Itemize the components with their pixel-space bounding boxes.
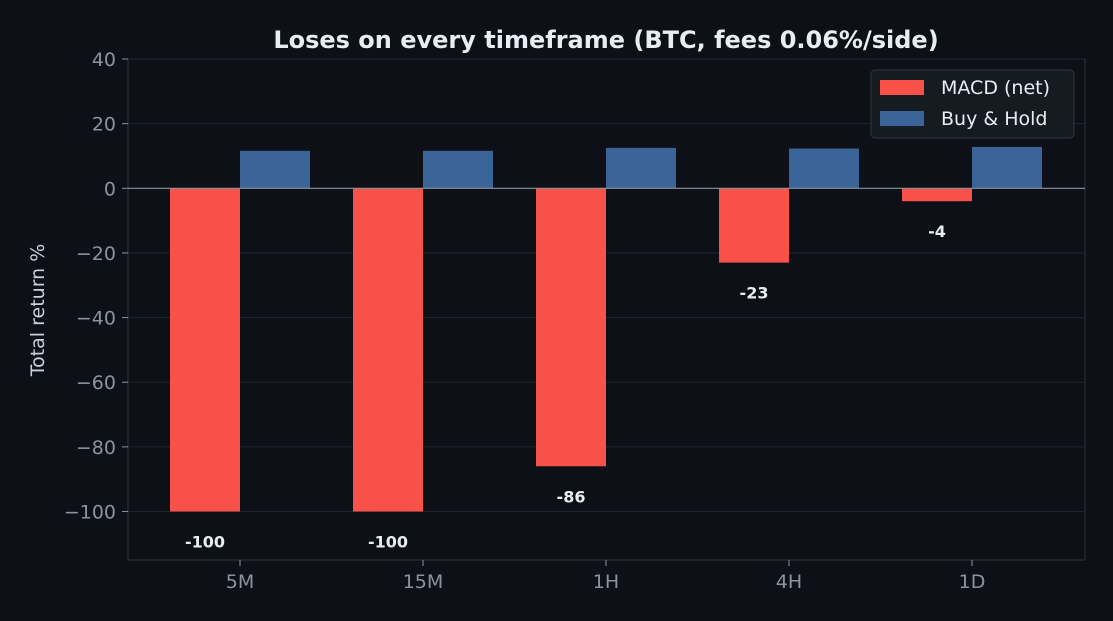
data-label: -23 [740, 284, 769, 303]
y-tick-label: −20 [76, 243, 116, 265]
y-tick-label: 20 [92, 114, 116, 136]
data-label: -100 [185, 533, 225, 552]
y-tick-label: 0 [104, 178, 116, 200]
y-axis: 40 20 0 −20 −40 −60 −80 −100 [64, 49, 128, 524]
bar-macd [902, 188, 972, 202]
x-tick-label: 1D [959, 571, 986, 593]
data-label: -100 [368, 533, 408, 552]
bar-buy-hold [606, 147, 676, 189]
x-axis: 5M 15M 1H 4H 1D [226, 560, 986, 593]
plot-area [127, 58, 1086, 561]
y-axis-label: Total return % [27, 244, 49, 378]
y-tick-label: −60 [76, 372, 116, 394]
data-label: -86 [557, 487, 586, 506]
bars [170, 146, 1042, 512]
bar-buy-hold [972, 146, 1042, 189]
bar-macd [719, 188, 789, 263]
bar-buy-hold [240, 150, 310, 189]
legend-swatch-macd [880, 80, 924, 95]
bar-macd [353, 188, 423, 512]
x-tick-label: 5M [226, 571, 254, 593]
x-tick-label: 15M [403, 571, 444, 593]
legend-label-macd: MACD (net) [941, 77, 1050, 99]
bar-macd [170, 188, 240, 512]
legend: MACD (net) Buy & Hold [870, 69, 1075, 139]
data-label: -4 [928, 222, 946, 241]
legend-label-buy-hold: Buy & Hold [941, 108, 1047, 130]
x-tick-label: 1H [593, 571, 619, 593]
y-tick-label: −80 [76, 437, 116, 459]
chart-title: Loses on every timeframe (BTC, fees 0.06… [273, 26, 938, 54]
legend-swatch-buy-hold [880, 111, 924, 126]
bar-macd [536, 188, 606, 467]
bar-buy-hold [789, 148, 859, 189]
x-tick-label: 4H [776, 571, 802, 593]
bar-buy-hold [423, 150, 493, 189]
y-tick-label: −100 [64, 502, 116, 524]
y-tick-label: −40 [76, 308, 116, 330]
value-labels: -100 -100 -86 -23 -4 [185, 222, 946, 551]
y-tick-label: 40 [92, 49, 116, 71]
